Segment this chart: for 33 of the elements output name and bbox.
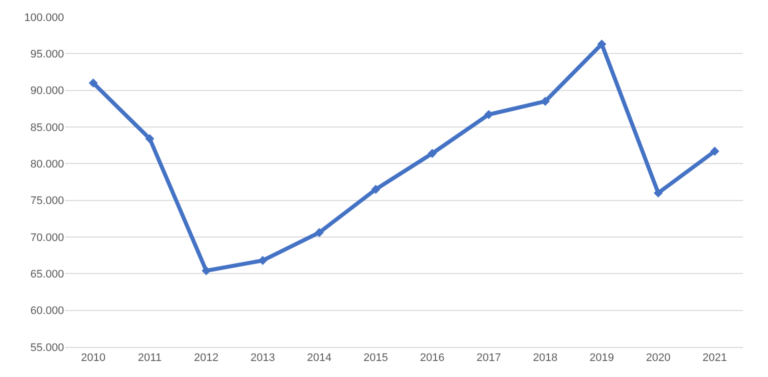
x-tick-label: 2013 [250,352,275,364]
point [597,40,606,49]
y-tick-label: 70.000 [30,232,64,244]
point [88,78,98,88]
y-tick-label: 60.000 [30,305,64,318]
y-tick-label: 55.000 [30,342,64,354]
x-tick-label: 2020 [646,352,670,364]
y-tick-label: 95.000 [30,48,64,61]
point [371,184,380,194]
point [540,96,550,106]
x-tick-label: 2018 [533,352,558,364]
y-tick-label: 85.000 [30,122,64,134]
x-tick-label: 2014 [307,352,332,364]
point [258,256,268,266]
y-tick-label: 100.000 [24,12,64,24]
y-tick-label: 65.000 [30,268,64,281]
x-tick-label: 2012 [194,352,218,364]
point [314,228,324,238]
x-tick-label: 2010 [81,352,106,364]
point [145,134,154,144]
y-tick-label: 80.000 [30,158,64,171]
x-tick-label: 2015 [364,352,388,364]
point [428,148,437,158]
y-tick-label: 90.000 [30,85,64,98]
point [654,188,663,198]
x-tick-label: 2011 [138,352,162,364]
point [710,146,720,156]
y-tick-label: 75.000 [30,195,64,208]
x-tick-label: 2019 [590,352,614,364]
x-tick-label: 2016 [420,352,444,364]
x-tick-label: 2021 [702,352,727,364]
point [484,110,494,120]
x-tick-label: 2017 [476,352,501,364]
